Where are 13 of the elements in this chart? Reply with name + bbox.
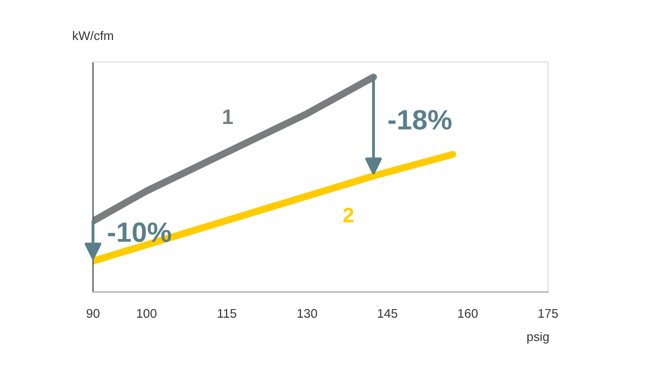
series-label: 1 bbox=[223, 110, 233, 124]
x-tick-label: 160 bbox=[458, 308, 478, 318]
x-tick-label: 115 bbox=[218, 309, 236, 318]
x-tick-label: 100 bbox=[137, 308, 156, 318]
series-label: 2 bbox=[343, 208, 354, 222]
annotation: -18% bbox=[388, 110, 452, 130]
x-tick-label: 90 bbox=[86, 308, 100, 318]
x-axis-title: psig bbox=[527, 332, 549, 344]
x-tick-label: 175 bbox=[538, 309, 558, 318]
x-tick-label: 145 bbox=[378, 309, 398, 318]
x-tick-label: 130 bbox=[298, 308, 318, 318]
y-axis-title: kW/cfm bbox=[73, 30, 114, 40]
annotation: -10% bbox=[108, 222, 172, 242]
